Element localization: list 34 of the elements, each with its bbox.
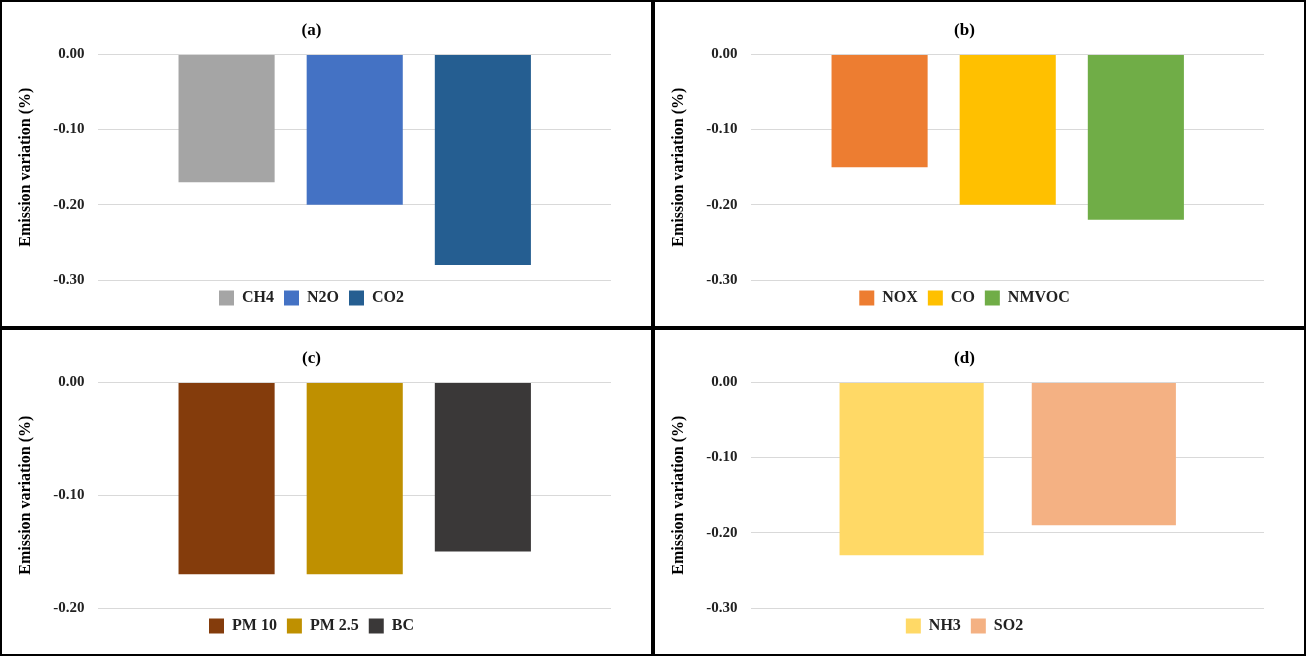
y-tick-label: -0.30 [706, 598, 738, 615]
y-tick-label: -0.20 [706, 523, 738, 540]
legend-label: PM 10 [232, 616, 277, 634]
chart-title: (d) [954, 347, 975, 367]
y-tick-label: -0.10 [706, 120, 738, 137]
y-axis-title: Emission variation (%) [15, 87, 34, 247]
y-tick-label: -0.20 [53, 598, 85, 615]
y-tick-label: 0.00 [58, 373, 85, 390]
y-tick-label: 0.00 [711, 45, 738, 62]
legend-label: CO [950, 288, 975, 306]
y-axis-title: Emission variation (%) [668, 415, 687, 575]
y-tick-label: -0.30 [706, 270, 738, 287]
y-tick-label: -0.10 [53, 486, 85, 503]
y-tick-label: -0.10 [706, 448, 738, 465]
legend-label: CH4 [242, 288, 274, 306]
y-tick-label: 0.00 [58, 45, 85, 62]
legend-label: NMVOC [1007, 288, 1070, 306]
legend-label: CO2 [372, 288, 404, 306]
y-tick-label: -0.30 [53, 270, 85, 287]
legend-label: NH3 [928, 616, 961, 634]
chart-title: (a) [301, 19, 322, 39]
y-tick-label: 0.00 [711, 373, 738, 390]
legend-label: N2O [307, 288, 339, 306]
chart-title: (c) [302, 347, 321, 367]
y-tick-label: -0.20 [706, 195, 738, 212]
y-tick-label: -0.10 [53, 120, 85, 137]
y-axis-title: Emission variation (%) [668, 87, 687, 247]
legend-label: SO2 [993, 616, 1024, 634]
legend-label: BC [391, 616, 414, 634]
legend-label: PM 2.5 [309, 616, 359, 634]
legend-label: NOX [882, 288, 919, 306]
y-tick-label: -0.20 [53, 195, 85, 212]
chart-title: (b) [954, 19, 975, 39]
y-axis-title: Emission variation (%) [15, 415, 34, 575]
